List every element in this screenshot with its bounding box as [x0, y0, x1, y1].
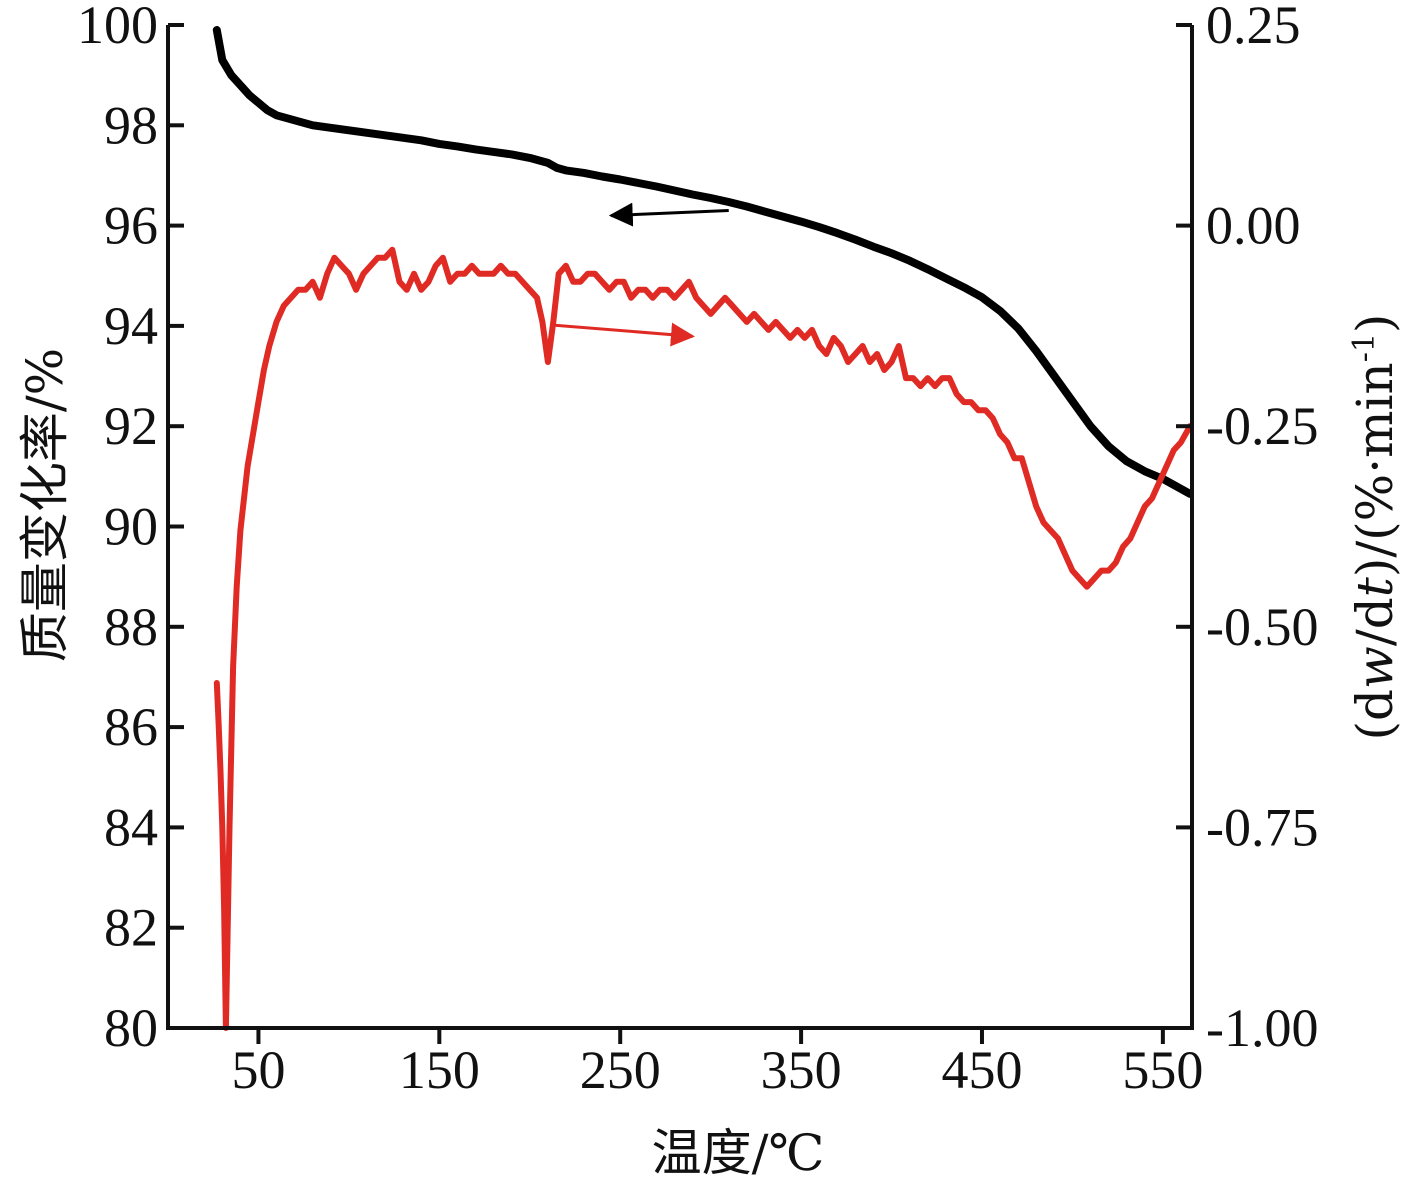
x-ticks: 50 150 250 350 450 550	[231, 1028, 1203, 1100]
y-left-tick-label: 100	[77, 0, 158, 55]
y-right-tick-label: -0.50	[1206, 597, 1318, 657]
mass-series-line	[212, 26, 1194, 498]
y-left-tick-label: 88	[104, 597, 158, 657]
y-left-tick-label: 94	[104, 296, 158, 356]
annotations	[553, 202, 729, 347]
y-right-tick-label: -1.00	[1206, 998, 1318, 1058]
y-right-tick-label: -0.75	[1206, 797, 1318, 857]
y-right-tick-label: 0.25	[1206, 0, 1301, 55]
x-tick-label: 50	[231, 1040, 285, 1100]
y-left-tick-label: 96	[104, 196, 158, 256]
x-tick-label: 150	[399, 1040, 480, 1100]
x-tick-label: 350	[761, 1040, 842, 1100]
y-left-tick-label: 86	[104, 697, 158, 757]
dtg-axis-arrow	[553, 322, 695, 347]
plot-lines	[212, 26, 1194, 1031]
x-tick-label: 250	[580, 1040, 661, 1100]
x-tick-label: 550	[1122, 1040, 1203, 1100]
y-left-tick-label: 80	[104, 998, 158, 1058]
dtg-series-line	[213, 246, 1193, 1031]
y-left-tick-label: 92	[104, 396, 158, 456]
y-right-tick-label: -0.25	[1206, 396, 1318, 456]
y-left-tick-label: 90	[104, 497, 158, 557]
y-left-tick-label: 82	[104, 898, 158, 958]
y-right-ticks: -1.00 -0.75 -0.50 -0.25 0.00 0.25	[1176, 0, 1318, 1058]
y-right-tick-label: 0.00	[1206, 196, 1301, 256]
axes	[166, 25, 1194, 1030]
y-left-tick-label: 84	[104, 797, 158, 857]
y-right-axis-title: (dw/dt)/(%·min-1)	[1346, 314, 1404, 741]
x-tick-label: 450	[941, 1040, 1022, 1100]
y-left-tick-label: 98	[104, 95, 158, 155]
y-left-axis-title: 质量变化率/%	[16, 348, 74, 662]
mass-axis-arrow	[608, 202, 729, 227]
x-axis-title: 温度/℃	[652, 1124, 825, 1181]
y-left-ticks: 80 82 84 86 88 90 92 94 96 98 100	[77, 0, 184, 1058]
